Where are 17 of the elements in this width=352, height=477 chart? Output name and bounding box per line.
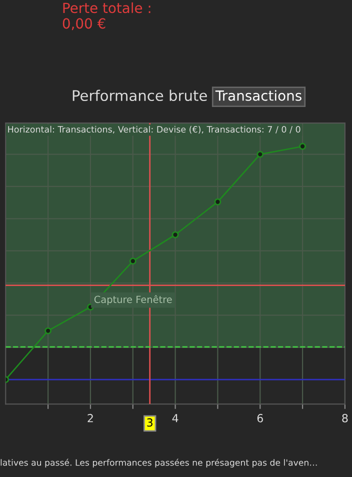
- point: [256, 150, 264, 158]
- x-tick-label: 6: [257, 414, 263, 422]
- point: [44, 327, 52, 334]
- x-tick-label: 2: [88, 414, 93, 422]
- text: Performance brute: [72, 90, 207, 102]
- point: [129, 258, 136, 265]
- chart-title: Horizontal: Transactions, Vertical: Devise (€), Transactions: 7 / 0 / 0: [8, 126, 300, 134]
- text: Perte totale : 0,00 €: [62, 2, 150, 30]
- point: [299, 142, 306, 150]
- text: latives au passé. Les performances passées ne présagent pas de l'aven…: [0, 458, 317, 468]
- point: [214, 198, 222, 206]
- x-tick-label: 8: [342, 414, 348, 422]
- x-tick-label: 4: [172, 414, 178, 422]
- point: [172, 231, 179, 238]
- annotation: Capture Fenêtre: [94, 295, 172, 305]
- text: Transactions: [215, 90, 302, 101]
- ref-line-label: 3: [147, 418, 152, 427]
